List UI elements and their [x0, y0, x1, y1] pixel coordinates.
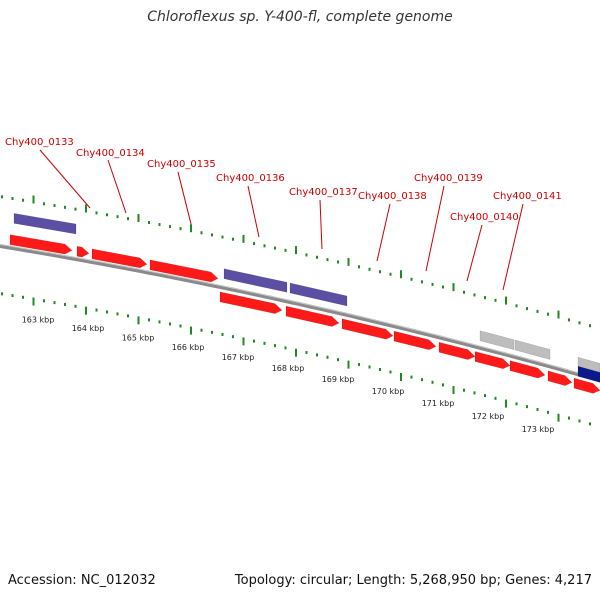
gene-feature — [509, 360, 546, 379]
scale-labels: 163 kbp 164 kbp 165 kbp 166 kbp 167 kbp 168 k… — [22, 315, 555, 434]
label-leader-line — [247, 185, 260, 238]
gene-label: Chy400_0134 — [76, 148, 145, 159]
genome-summary: Topology: circular; Length: 5,268,950 bp… — [234, 573, 592, 588]
gene-label: Chy400_0135 — [147, 159, 216, 170]
gene-feature — [285, 305, 340, 327]
outer-tick-track — [1, 195, 591, 328]
backbone-line — [0, 244, 600, 383]
scale-label: 172 kbp — [472, 412, 505, 421]
scale-label: 166 kbp — [172, 343, 205, 352]
gene-feature — [479, 330, 515, 351]
label-leader-line — [177, 171, 192, 225]
gene-feature — [393, 330, 437, 351]
label-leader-line — [107, 159, 127, 214]
gene-feature — [341, 318, 394, 340]
scale-label: 169 kbp — [322, 375, 355, 384]
gene-feature — [223, 268, 288, 293]
scale-label: 164 kbp — [72, 324, 105, 333]
label-leader-line — [376, 203, 391, 262]
gene-feature — [514, 339, 551, 360]
scale-label: 163 kbp — [22, 315, 55, 324]
gene-label: Chy400_0141 — [493, 191, 562, 202]
gene-label: Chy400_0139 — [414, 173, 483, 184]
gene-label: Chy400_0137 — [289, 187, 358, 198]
backbone — [0, 244, 600, 383]
scale-label: 167 kbp — [222, 353, 255, 362]
gene-feature — [577, 365, 600, 383]
map-title: Chloroflexus sp. Y-400-fl, complete geno… — [147, 9, 453, 25]
scale-label: 170 kbp — [372, 387, 405, 396]
label-leader-line — [466, 224, 483, 282]
gene-label: Chy400_0138 — [358, 191, 427, 202]
scale-label: 165 kbp — [122, 333, 155, 342]
gene-labels: Chy400_0133Chy400_0134Chy400_0135Chy400_… — [5, 137, 562, 291]
label-leader-line — [425, 185, 445, 272]
label-leader-line — [39, 149, 91, 209]
accession-label: Accession: NC_012032 — [8, 573, 156, 588]
gene-feature — [547, 370, 573, 386]
gene-feature — [76, 245, 90, 258]
gene-feature — [149, 259, 219, 283]
gene-feature — [13, 213, 77, 235]
gene-feature — [219, 291, 283, 314]
label-leader-line — [502, 203, 524, 291]
scale-label: 173 kbp — [522, 425, 555, 434]
gene-feature — [573, 377, 600, 394]
scale-label: 171 kbp — [422, 399, 455, 408]
inner-tick-track — [1, 292, 591, 426]
scale-label: 168 kbp — [272, 364, 305, 373]
gene-label: Chy400_0133 — [5, 137, 74, 148]
backbone-highlight — [0, 244, 600, 380]
gene-feature — [289, 282, 348, 307]
label-leader-line — [319, 199, 323, 250]
gene-feature — [474, 351, 511, 370]
gene-feature — [438, 341, 476, 360]
gene-feature — [91, 248, 148, 269]
gene-label: Chy400_0136 — [216, 173, 285, 184]
gene-feature — [577, 356, 600, 374]
gene-label: Chy400_0140 — [450, 212, 519, 223]
gene-feature — [9, 234, 73, 255]
gene-track — [9, 213, 600, 394]
